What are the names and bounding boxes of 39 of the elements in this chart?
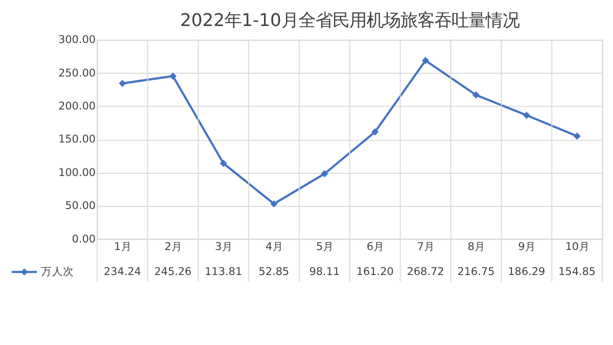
- y-tick-label: 100.00: [58, 166, 96, 179]
- data-label: 268.72: [406, 264, 444, 278]
- point: [169, 72, 177, 80]
- data-label: 113.81: [204, 264, 242, 278]
- point: [472, 91, 480, 99]
- legend-label: 万人次: [40, 264, 74, 278]
- data-label: 154.85: [558, 264, 596, 278]
- y-tick-label: 50.00: [65, 199, 96, 212]
- y-tick-label: 0.00: [72, 232, 96, 246]
- data-label: 98.11: [309, 264, 340, 278]
- data-label: 216.75: [457, 264, 495, 278]
- point: [522, 112, 530, 119]
- x-tick-label: 6月: [366, 240, 384, 254]
- y-tick-label: 250.00: [58, 66, 96, 80]
- data-label: 245.26: [154, 264, 192, 278]
- x-tick-label: 5月: [316, 240, 334, 254]
- point: [371, 128, 379, 136]
- point: [573, 132, 581, 140]
- data-label: 52.85: [258, 264, 290, 278]
- y-tick-label: 300.00: [58, 33, 96, 46]
- x-tick-label: 1月: [114, 240, 132, 254]
- point: [320, 170, 328, 178]
- chart-title: 2022年1-10月全省民用机场旅客吞吐量情况: [180, 11, 520, 32]
- data-label: 234.24: [104, 264, 142, 278]
- x-tick-label: 9月: [518, 240, 536, 254]
- y-tick-label: 200.00: [58, 100, 96, 113]
- x-tick-label: 2月: [164, 240, 182, 254]
- x-tick-label: 3月: [215, 240, 233, 254]
- x-tick-label: 8月: [468, 240, 486, 254]
- x-tick-label: 7月: [417, 240, 435, 254]
- data-label: 161.20: [356, 264, 394, 278]
- x-tick-label: 10月: [565, 240, 590, 254]
- point: [422, 56, 430, 64]
- y-tick-label: 150.00: [58, 132, 96, 146]
- point: [118, 80, 126, 88]
- data-label: 186.29: [508, 264, 546, 278]
- point: [270, 200, 278, 208]
- x-tick-label: 4月: [266, 240, 284, 254]
- point: [220, 160, 228, 167]
